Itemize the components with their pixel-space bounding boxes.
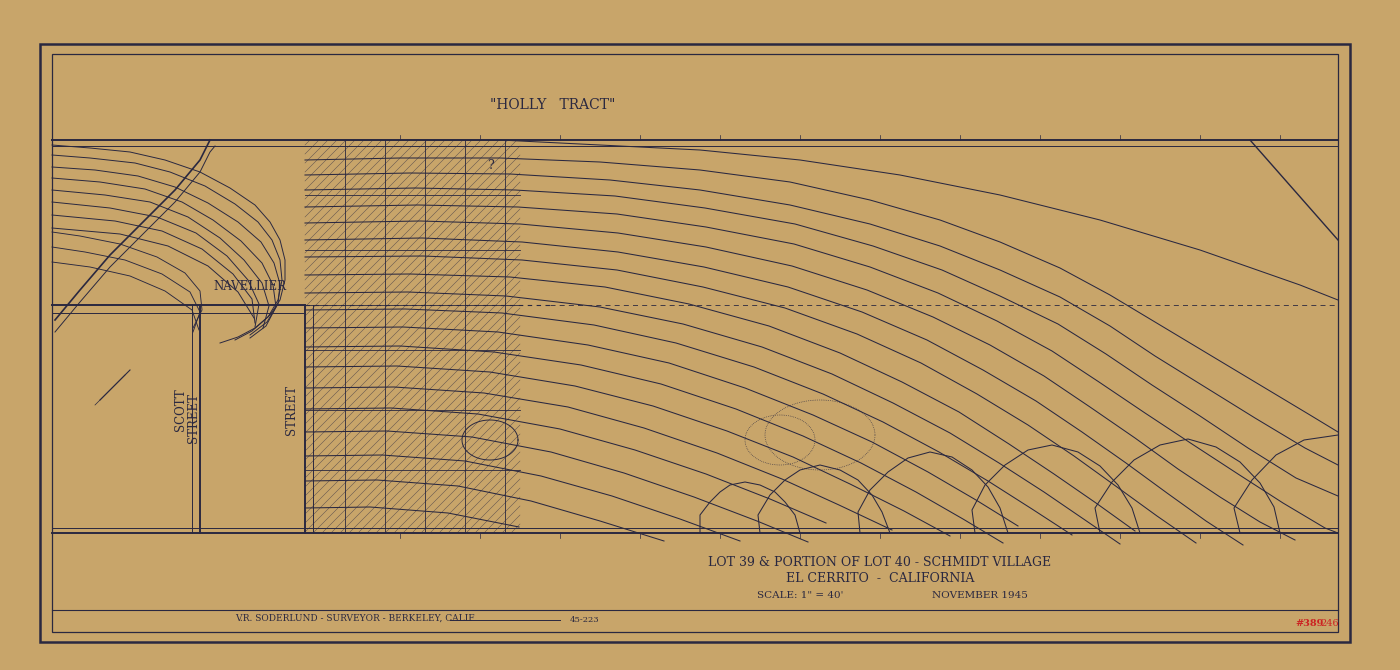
Bar [41, 44, 1350, 642]
Text: SCALE: 1" = 40': SCALE: 1" = 40' [757, 592, 843, 600]
Text: STREET: STREET [186, 393, 200, 443]
Bar [52, 54, 1338, 632]
Text: ?: ? [487, 159, 493, 172]
Text: LOT 39 & PORTION OF LOT 40 - SCHMIDT VILLAGE: LOT 39 & PORTION OF LOT 40 - SCHMIDT VIL… [708, 555, 1051, 569]
Text: "HOLLY   TRACT": "HOLLY TRACT" [490, 98, 616, 112]
Text: STREET: STREET [284, 385, 298, 435]
Text: 45-223: 45-223 [570, 616, 599, 624]
Text: EL CERRITO  -  CALIFORNIA: EL CERRITO - CALIFORNIA [785, 572, 974, 584]
Text: NOVEMBER 1945: NOVEMBER 1945 [932, 592, 1028, 600]
Text: #389: #389 [1296, 620, 1324, 628]
Text: 246: 246 [1320, 620, 1340, 628]
Text: V.R. SODERLUND - SURVEYOR - BERKELEY, CALIF: V.R. SODERLUND - SURVEYOR - BERKELEY, CA… [235, 614, 475, 622]
Text: SCOTT: SCOTT [174, 389, 186, 431]
Text: NAVELLIER: NAVELLIER [214, 280, 287, 293]
